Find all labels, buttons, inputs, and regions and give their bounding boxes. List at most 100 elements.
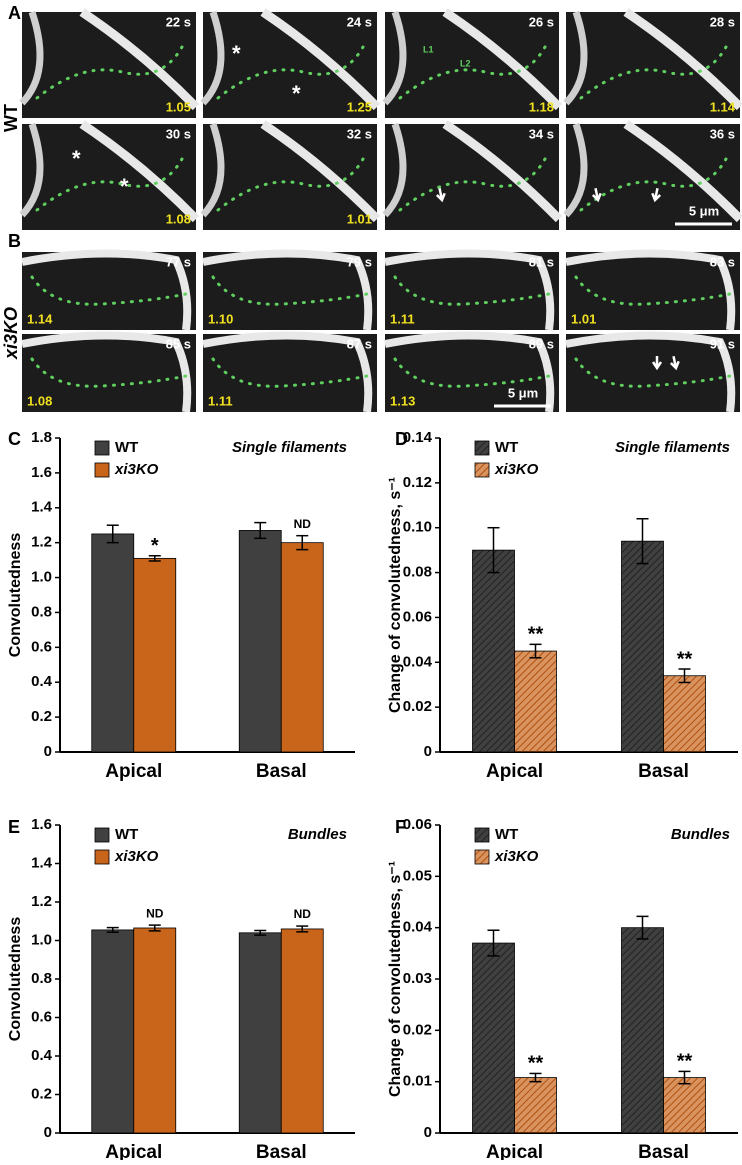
- micrograph: [19, 8, 200, 118]
- x-tick-label: Basal: [256, 1142, 307, 1160]
- error-bar: [487, 526, 500, 574]
- y-tick-label: 0.10: [403, 519, 432, 536]
- frame-annotation: *: [72, 146, 81, 171]
- frame-annotation: *: [120, 174, 129, 199]
- frame-time: 32 s: [347, 126, 372, 141]
- y-tick-label: 0.2: [31, 1085, 52, 1102]
- image-bg: [22, 252, 196, 330]
- y-tick-label: 0: [424, 743, 432, 760]
- error-bar: [148, 555, 161, 562]
- arrow: [435, 188, 446, 203]
- bar: [472, 549, 515, 753]
- micrograph: [202, 331, 377, 413]
- y-tick-label: 1.0: [31, 569, 52, 586]
- frame-time: 83 s: [710, 254, 735, 269]
- filament-bundle: [79, 8, 200, 111]
- filament-bundle: [382, 122, 407, 218]
- y-tick-label: 0.4: [31, 673, 53, 690]
- y-tick-label: 0.03: [403, 970, 432, 987]
- error-bar: [636, 915, 649, 940]
- frame-time: 22 s: [166, 14, 191, 29]
- frame-time: 85 s: [166, 336, 191, 351]
- frame-annotation: *: [232, 41, 241, 66]
- frame-time: 36 s: [710, 126, 735, 141]
- bar: [663, 675, 706, 753]
- error-bar: [254, 929, 267, 936]
- error-bar: [106, 524, 119, 544]
- y-tick-label: 1.0: [31, 931, 52, 948]
- legend-swatch: [94, 849, 110, 865]
- bar: [280, 928, 324, 1134]
- convolutedness-value: 1.13: [390, 393, 415, 408]
- y-axis-label: Change of convolutedness, s⁻¹: [387, 861, 404, 1097]
- chart-note: Bundles: [288, 826, 347, 843]
- panel-label: E: [8, 817, 20, 837]
- filament: [398, 45, 547, 100]
- legend-swatch: [474, 440, 490, 456]
- micrograph: [565, 331, 740, 413]
- filament-bundle: [623, 120, 742, 223]
- frame-time: 24 s: [347, 14, 372, 29]
- arrow: [651, 356, 663, 371]
- micrograph: [200, 8, 381, 118]
- y-tick-label: 0.14: [403, 429, 433, 446]
- legend-label: WT: [115, 826, 138, 843]
- filament-bundle: [260, 8, 381, 111]
- image-bg: [566, 252, 740, 330]
- cell-outline: [384, 331, 555, 413]
- bar: [238, 530, 282, 753]
- y-axis-label: Convolutedness: [7, 533, 24, 658]
- image-bg: [22, 334, 196, 412]
- y-axis-label: Convolutedness: [7, 917, 24, 1042]
- bar: [91, 533, 135, 753]
- frame-time: 79 s: [347, 254, 372, 269]
- error-bar: [529, 1072, 542, 1083]
- frame-time: 34 s: [529, 126, 554, 141]
- convolutedness-value: 1.25: [347, 99, 372, 114]
- filament: [216, 45, 365, 100]
- filament-bundle: [563, 122, 588, 218]
- panel-label: A: [8, 3, 21, 23]
- legend-swatch: [94, 440, 110, 456]
- y-tick-label: 0.8: [31, 970, 52, 987]
- significance-label: **: [677, 1051, 693, 1073]
- bar: [514, 1077, 557, 1134]
- x-tick-label: Apical: [105, 761, 162, 782]
- filament: [216, 157, 365, 212]
- filament: [35, 45, 184, 100]
- image-bg: [566, 334, 740, 412]
- filament-bundle: [623, 8, 742, 111]
- y-tick-label: 1.6: [31, 464, 52, 481]
- x-tick-label: Apical: [486, 761, 543, 782]
- y-tick-label: 0.02: [403, 698, 432, 715]
- y-tick-label: 1.6: [31, 816, 52, 833]
- filament-bundle: [442, 120, 563, 223]
- y-tick-label: 0.05: [403, 867, 432, 884]
- significance-label: ND: [294, 517, 312, 531]
- y-tick-label: 1.8: [31, 429, 52, 446]
- bar: [663, 1077, 706, 1134]
- micrograph: [565, 249, 740, 331]
- filament-bundle: [19, 122, 44, 218]
- frame-annotation: *: [292, 81, 301, 106]
- y-tick-label: 0.06: [403, 816, 432, 833]
- y-tick-label: 0.12: [403, 474, 432, 491]
- panel-label: B: [8, 231, 21, 251]
- filament-bundle: [200, 10, 225, 106]
- frame-time: 28 s: [710, 14, 735, 29]
- filament: [398, 157, 547, 212]
- significance-label: ND: [294, 907, 312, 921]
- frame-time: 26 s: [529, 14, 554, 29]
- error-bar: [254, 521, 267, 540]
- filament-bundle: [442, 8, 563, 111]
- micrograph: [563, 120, 742, 230]
- chart-note: Single filaments: [615, 439, 730, 456]
- y-tick-label: 1.4: [31, 854, 53, 871]
- filament-bundle: [563, 10, 588, 106]
- convolutedness-value: 1.11: [390, 311, 415, 326]
- x-tick-label: Apical: [486, 1142, 543, 1160]
- micrograph: [382, 120, 563, 230]
- scale-bar-label: 5 μm: [508, 385, 538, 400]
- convolutedness-value: 1.14: [27, 311, 53, 326]
